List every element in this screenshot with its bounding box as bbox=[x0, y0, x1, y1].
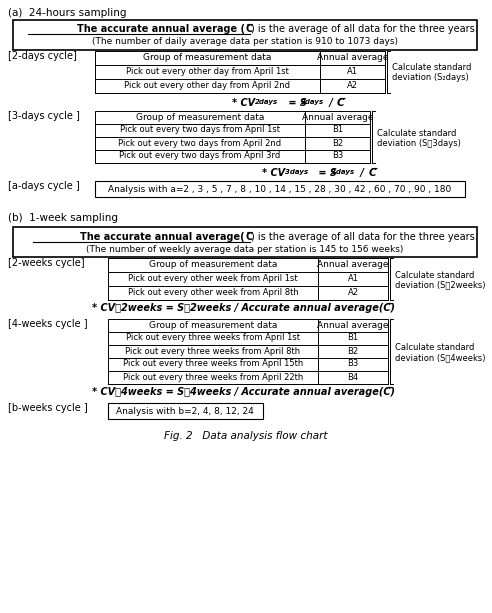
Text: = S: = S bbox=[285, 98, 307, 108]
Text: [3-days cycle ]: [3-days cycle ] bbox=[8, 111, 80, 121]
Text: Pick out every three weeks from April 1st: Pick out every three weeks from April 1s… bbox=[126, 333, 300, 343]
Text: C̅: C̅ bbox=[369, 168, 376, 178]
Text: Calculate standard: Calculate standard bbox=[395, 270, 474, 280]
Text: [4-weeks cycle ]: [4-weeks cycle ] bbox=[8, 319, 88, 329]
Text: B2: B2 bbox=[347, 346, 359, 356]
Text: * CV㌂4weeks = S㌂4weeks / Accurate annual average(C̅): * CV㌂4weeks = S㌂4weeks / Accurate annual… bbox=[92, 387, 395, 397]
Text: deviation (S㌂3days): deviation (S㌂3days) bbox=[377, 139, 461, 148]
Text: Calculate standard: Calculate standard bbox=[395, 343, 474, 352]
Text: * CV: * CV bbox=[232, 98, 255, 108]
Bar bbox=[13, 20, 477, 50]
Text: * CV㌂2weeks = S㌂2weeks / Accurate annual average(C̅): * CV㌂2weeks = S㌂2weeks / Accurate annual… bbox=[92, 303, 395, 313]
Text: deviation (S₂days): deviation (S₂days) bbox=[392, 74, 469, 83]
Text: (The number of daily average data per station is 910 to 1073 days): (The number of daily average data per st… bbox=[92, 37, 398, 45]
Text: C̅: C̅ bbox=[245, 24, 252, 34]
Text: (The number of weekly average data per station is 145 to 156 weeks): (The number of weekly average data per s… bbox=[86, 245, 404, 254]
Text: A2: A2 bbox=[347, 288, 359, 297]
Text: [b-weeks cycle ]: [b-weeks cycle ] bbox=[8, 403, 88, 413]
Text: Pick out every two days from April 3rd: Pick out every two days from April 3rd bbox=[120, 151, 280, 161]
Text: C̅: C̅ bbox=[337, 98, 344, 108]
Text: Pick out every two days from April 1st: Pick out every two days from April 1st bbox=[120, 126, 280, 134]
Text: Pick out every three weeks from April 8th: Pick out every three weeks from April 8t… bbox=[125, 346, 301, 356]
Text: Group of measurement data: Group of measurement data bbox=[149, 260, 277, 269]
Text: Group of measurement data: Group of measurement data bbox=[149, 321, 277, 330]
Bar bbox=[13, 227, 477, 257]
Text: B1: B1 bbox=[332, 126, 343, 134]
Text: A1: A1 bbox=[347, 67, 358, 76]
Text: [2-days cycle]: [2-days cycle] bbox=[8, 51, 77, 61]
Text: Pick out every three weeks from April 15th: Pick out every three weeks from April 15… bbox=[123, 359, 303, 368]
Text: Pick out every other week from April 1st: Pick out every other week from April 1st bbox=[128, 274, 298, 283]
Text: Calculate standard: Calculate standard bbox=[392, 64, 471, 72]
Bar bbox=[95, 181, 465, 197]
Text: B1: B1 bbox=[347, 333, 359, 343]
Text: = S: = S bbox=[315, 168, 337, 178]
Text: The accurate annual average(: The accurate annual average( bbox=[80, 232, 245, 242]
Text: * CV: * CV bbox=[262, 168, 285, 178]
Text: Annual average: Annual average bbox=[317, 53, 388, 62]
Text: Pick out every other week from April 8th: Pick out every other week from April 8th bbox=[127, 288, 298, 297]
Text: [a-days cycle ]: [a-days cycle ] bbox=[8, 181, 80, 191]
Text: A2: A2 bbox=[347, 81, 358, 90]
Text: Fig. 2   Data analysis flow chart: Fig. 2 Data analysis flow chart bbox=[164, 431, 328, 441]
Bar bbox=[95, 111, 370, 163]
Text: Annual average: Annual average bbox=[317, 260, 389, 269]
Text: Annual average: Annual average bbox=[302, 113, 373, 121]
Text: /: / bbox=[326, 98, 333, 108]
Text: 2days: 2days bbox=[301, 99, 324, 105]
Text: B2: B2 bbox=[332, 139, 343, 148]
Text: The accurate annual average (: The accurate annual average ( bbox=[77, 24, 245, 34]
Text: Annual average: Annual average bbox=[317, 321, 389, 330]
Text: Pick out every other day from April 1st: Pick out every other day from April 1st bbox=[126, 67, 289, 76]
Text: /: / bbox=[357, 168, 364, 178]
Text: ) is the average of all data for the three years.: ) is the average of all data for the thr… bbox=[251, 232, 478, 242]
Text: deviation (S㌂4weeks): deviation (S㌂4weeks) bbox=[395, 353, 486, 362]
Text: Calculate standard: Calculate standard bbox=[377, 129, 457, 137]
Text: (a)  24-hours sampling: (a) 24-hours sampling bbox=[8, 8, 126, 18]
Text: deviation (S㌂2weeks): deviation (S㌂2weeks) bbox=[395, 281, 486, 289]
Text: Pick out every three weeks from April 22th: Pick out every three weeks from April 22… bbox=[123, 373, 303, 381]
Text: B4: B4 bbox=[347, 373, 359, 381]
Bar bbox=[108, 319, 388, 384]
Text: C̅: C̅ bbox=[245, 232, 252, 242]
Text: Pick out every other day from April 2nd: Pick out every other day from April 2nd bbox=[124, 81, 290, 90]
Text: [2-weeks cycle]: [2-weeks cycle] bbox=[8, 258, 85, 268]
Text: A1: A1 bbox=[347, 274, 359, 283]
Text: ) is the average of all data for the three years.: ) is the average of all data for the thr… bbox=[251, 24, 478, 34]
Bar bbox=[108, 258, 388, 300]
Text: 3days: 3days bbox=[285, 169, 308, 175]
Text: B3: B3 bbox=[332, 151, 343, 161]
Bar bbox=[108, 403, 263, 419]
Text: Group of measurement data: Group of measurement data bbox=[136, 113, 264, 121]
Text: Pick out every two days from April 2nd: Pick out every two days from April 2nd bbox=[119, 139, 281, 148]
Text: 3days: 3days bbox=[331, 169, 354, 175]
Text: Group of measurement data: Group of measurement data bbox=[143, 53, 272, 62]
Bar bbox=[95, 51, 385, 93]
Text: Analysis with b=2, 4, 8, 12, 24: Analysis with b=2, 4, 8, 12, 24 bbox=[116, 406, 254, 416]
Text: (b)  1-week sampling: (b) 1-week sampling bbox=[8, 213, 118, 223]
Text: Analysis with a=2 , 3 , 5 , 7 , 8 , 10 , 14 , 15 , 28 , 30 , 42 , 60 , 70 , 90 ,: Analysis with a=2 , 3 , 5 , 7 , 8 , 10 ,… bbox=[108, 185, 452, 194]
Text: 2days: 2days bbox=[255, 99, 278, 105]
Text: B3: B3 bbox=[347, 359, 359, 368]
